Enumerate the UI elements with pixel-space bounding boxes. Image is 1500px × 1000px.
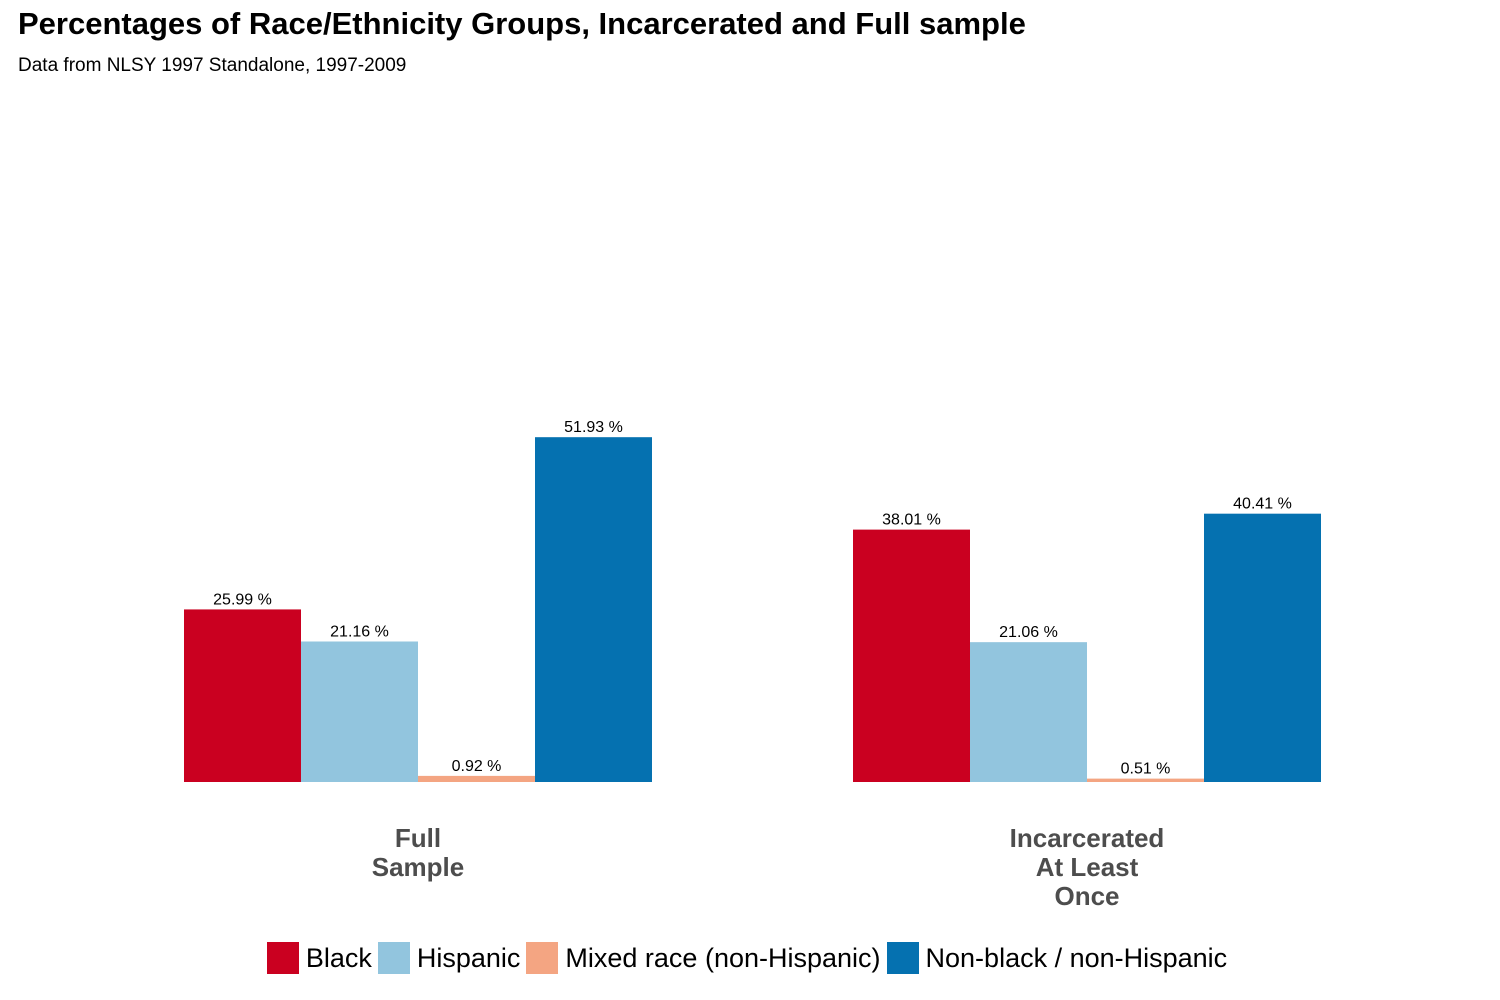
legend-label: Mixed race (non-Hispanic) <box>565 942 881 973</box>
category-label: Full Sample <box>372 823 465 882</box>
data-label: 25.99 % <box>213 591 272 608</box>
chart-subtitle: Data from NLSY 1997 Standalone, 1997-200… <box>18 55 407 76</box>
legend-label: Non-black / non-Hispanic <box>925 942 1228 973</box>
legend-swatch <box>377 942 410 974</box>
data-label: 51.93 % <box>564 419 623 436</box>
chart-legend: Black Hispanic Mixed race (non-Hispanic) No… <box>0 942 1500 974</box>
legend-swatch <box>886 942 919 974</box>
data-label: 38.01 % <box>882 512 941 529</box>
bar-non-black-non-hispanic-0 <box>535 437 652 782</box>
legend-item: Black <box>266 942 372 974</box>
bar-non-black-non-hispanic-1 <box>1204 513 1321 782</box>
bar-mixed-race-non-hispanic--0 <box>418 775 535 782</box>
data-label: 0.92 % <box>452 758 502 775</box>
data-label: 21.06 % <box>999 624 1058 641</box>
legend-item: Mixed race (non-Hispanic) <box>526 942 881 974</box>
data-label: 21.16 % <box>330 623 389 640</box>
bar-hispanic-1 <box>970 642 1087 782</box>
legend-label: Hispanic <box>416 942 521 973</box>
legend-item: Non-black / non-Hispanic <box>886 942 1228 974</box>
legend-item: Hispanic <box>377 942 521 974</box>
bar-chart: 25.99 % 38.01 % 21.16 % 21.06 % 0.92 % 0.51 %… <box>184 419 1321 911</box>
bar-mixed-race-non-hispanic--1 <box>1087 778 1204 782</box>
bar-black-1 <box>853 529 970 782</box>
chart-title: Percentages of Race/Ethnicity Groups, In… <box>18 6 1026 41</box>
bar-hispanic-0 <box>301 641 418 782</box>
legend-swatch <box>526 942 559 974</box>
bar-black-0 <box>184 609 301 782</box>
data-label: 40.41 % <box>1233 496 1292 513</box>
legend-label: Black <box>305 942 372 973</box>
legend-swatch <box>266 942 299 974</box>
category-label: Incarcerated At Least Once <box>1010 823 1165 911</box>
data-label: 0.51 % <box>1121 761 1171 778</box>
